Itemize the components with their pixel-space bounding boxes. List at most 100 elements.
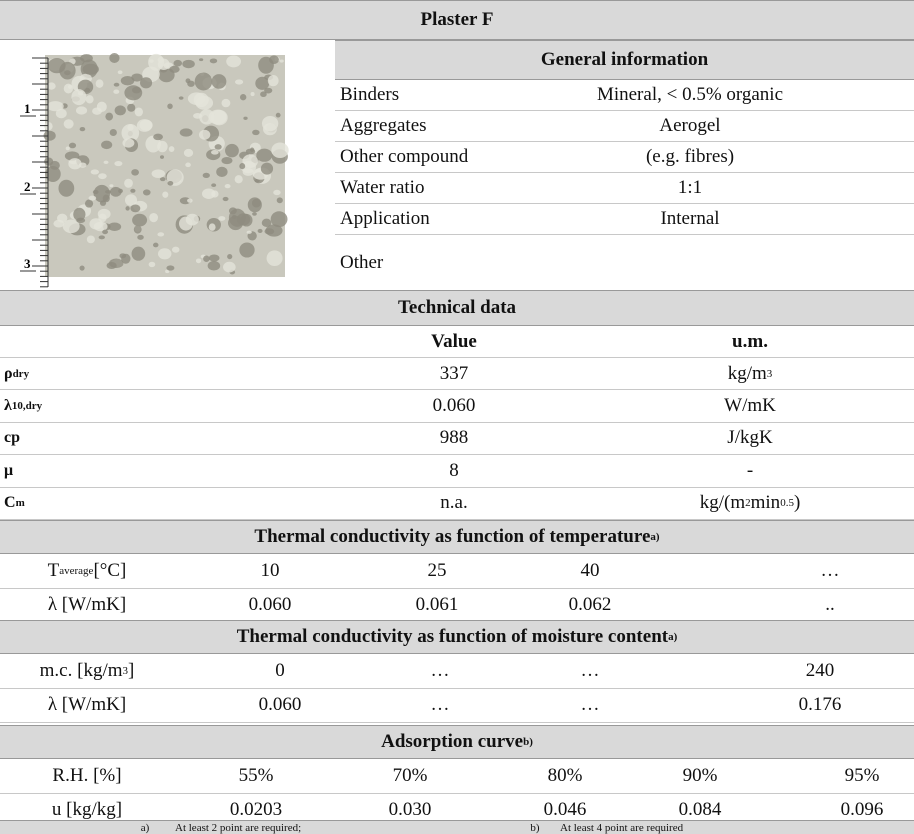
pore [107,262,117,269]
pore [134,225,142,233]
pore [101,141,112,150]
cell-value: 90% [620,759,780,793]
cell-value: 25 [428,560,447,582]
cell-value: 70% [330,759,490,793]
pore [113,89,119,93]
unit: - [747,460,753,482]
pore [89,196,97,201]
row-label: R.H. [%] [52,765,121,787]
pore [273,190,280,195]
unit: kg/(m2min0.5) [650,488,850,519]
pore [127,104,135,112]
pore [109,184,113,187]
cell-value: 55% [176,759,336,793]
pore [180,128,193,136]
cell-value: 95% [782,759,914,793]
cell-value: .. [825,594,835,616]
section-title: Adsorption curve [381,731,523,753]
pore [276,113,281,118]
unit: ) [794,492,800,514]
pore [267,250,283,266]
pore [125,206,129,210]
row-value: (e.g. fibres) [646,146,734,168]
pore [132,247,146,261]
pore [130,189,135,193]
cell-value: 95% [845,765,880,787]
table-row: Other [335,235,914,290]
pore [149,59,153,63]
pore [110,129,117,136]
pore [184,149,193,157]
pore [118,70,123,74]
pore [240,94,246,100]
row-label: Other [340,235,590,290]
scale-label: 3 [24,256,31,271]
table-row: R.H. [%] 55% 70% 80% 90% 95% [0,759,914,794]
pore [252,212,257,216]
symbol: λ [4,397,12,415]
pore [114,83,120,87]
pore [102,230,108,235]
cell-value: 55% [239,765,274,787]
section-title: Thermal conductivity as function of mois… [237,626,668,648]
cell-value: 0.060 [190,589,350,623]
pore [269,55,279,64]
cell-value: .. [750,589,910,623]
pore [76,106,87,114]
table-row: Plaster F [0,0,914,40]
pore [140,120,153,131]
pore [91,169,99,174]
unit: J/kgK [650,423,850,454]
symbol: ρdry [4,358,204,389]
value: 0.060 [354,390,554,421]
pore [124,85,142,100]
pore [262,219,272,227]
pore [239,242,254,257]
pore [235,175,243,183]
row-label: m.c. [kg/m [40,660,123,682]
value: 337 [440,363,469,385]
section-title: a) [650,531,659,543]
pore [87,236,95,244]
value: n.a. [354,488,554,519]
pore [125,194,137,206]
column-header: u.m. [650,326,850,357]
pore [243,117,247,120]
pore [143,189,151,195]
value: 337 [354,358,554,389]
pore [199,58,203,61]
pore [202,188,215,198]
value: n.a. [440,492,467,514]
pore [223,197,229,201]
table-row: λ10,dry0.060W/mK [0,390,914,422]
pore [251,92,255,96]
pore [199,109,214,124]
cell-value: 80% [548,765,583,787]
cell-value: … [821,560,840,582]
pore [135,107,143,116]
table-row: Valueu.m. [0,326,914,358]
table-row: ApplicationInternal [335,204,914,235]
unit: - [650,455,850,486]
value: 8 [354,455,554,486]
pore [268,75,279,86]
pore [211,183,216,187]
table-row: μ8- [0,455,914,487]
cell-value: … [581,694,600,716]
table-row: λ [W/mK]0.0600.0610.062.. [0,589,914,624]
cell-value: 0.176 [740,689,900,723]
row-label: Water ratio [340,177,424,199]
section-title: a) [668,631,677,643]
pore [158,57,164,63]
cell-value: 0.061 [357,589,517,623]
pore [121,76,135,85]
pore [179,96,184,99]
cell-value: 0.0203 [230,799,282,821]
pore [222,99,231,107]
pore [149,262,156,267]
pore [209,223,216,230]
pore [211,150,219,155]
cell-value: 25 [357,554,517,588]
table-row: m.c. [kg/m3]0……240 [0,654,914,689]
